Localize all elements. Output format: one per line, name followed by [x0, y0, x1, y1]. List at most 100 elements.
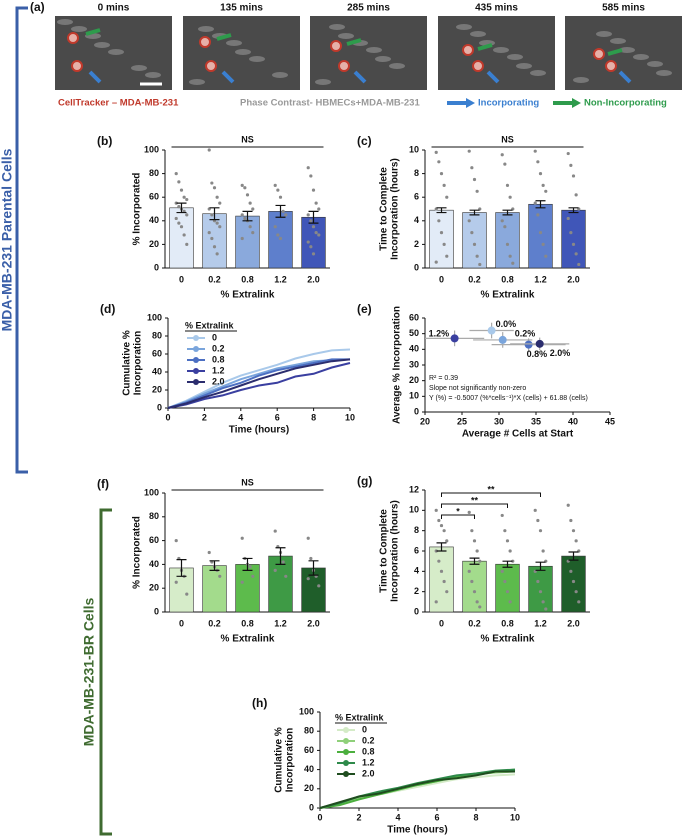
y-tick-label: 0 [154, 262, 159, 272]
data-point [574, 252, 578, 256]
data-point [536, 160, 540, 164]
bar [235, 215, 260, 269]
legend-label: 1.2 [212, 365, 225, 375]
x-tick-label: 6 [275, 412, 280, 422]
data-point [445, 539, 449, 543]
legend-label: 0.8 [362, 746, 375, 756]
x-tick-label: 2.0 [567, 274, 580, 284]
data-point [278, 195, 283, 199]
series-line [319, 770, 515, 809]
cell [470, 31, 486, 37]
cell [596, 31, 612, 37]
error-bar [176, 202, 187, 214]
data-point [276, 233, 280, 237]
y-axis-label: Incorporation [285, 728, 296, 792]
x-tick-label: 0.2 [468, 274, 481, 284]
data-point [281, 560, 285, 564]
y-axis-label: Incorporation (hours) [390, 158, 401, 260]
data-point [472, 590, 477, 594]
legend-label: 2.0 [362, 768, 375, 778]
legend-swatch [343, 749, 349, 755]
legend-label: 2.0 [212, 376, 225, 386]
data-point [248, 565, 252, 569]
red-cell [330, 40, 342, 52]
data-point [210, 236, 214, 241]
annotation: Slope not significantly non-zero [429, 385, 526, 392]
ns-label: NS [241, 134, 254, 144]
legend-swatch [343, 760, 349, 766]
y-tick-label: 0 [157, 402, 162, 412]
legend-label: 0 [362, 724, 367, 734]
arrow [477, 43, 493, 51]
data-point [475, 600, 479, 604]
panel-letter: (e) [357, 302, 372, 316]
error-bar [568, 207, 579, 214]
arrow [353, 70, 367, 84]
data-point [185, 197, 189, 202]
x-tick-label: 1.2 [274, 274, 287, 284]
y-tick-label: 80 [304, 726, 314, 736]
error-bar [436, 207, 447, 214]
data-point [536, 518, 540, 523]
significance-bracket [441, 514, 475, 519]
bar [462, 560, 487, 613]
data-point [240, 213, 244, 217]
error-bar [275, 204, 286, 218]
red-cell [338, 60, 350, 72]
data-point [467, 219, 471, 223]
data-point [574, 193, 578, 197]
annotation: R² = 0.39 [429, 375, 458, 382]
y-axis-label: % Incorporated [132, 173, 143, 246]
x-tick-label: 0.8 [241, 274, 254, 284]
data-point [207, 148, 211, 152]
data-point [434, 260, 438, 264]
legend-label: 0 [212, 332, 217, 342]
error-bar [502, 560, 513, 568]
data-point [174, 201, 178, 205]
cell [647, 61, 663, 67]
y-axis-label: % Incorporated [132, 516, 143, 589]
data-point [311, 252, 316, 256]
data-point [544, 254, 548, 258]
data-point [503, 162, 507, 166]
data-point [248, 225, 252, 229]
data-point [251, 207, 255, 211]
error-bar [308, 210, 319, 224]
cell [375, 56, 391, 62]
cell [329, 24, 345, 30]
side-label: MDA-MB-231 Parental Cells [0, 148, 15, 331]
data-point [445, 590, 449, 594]
x-axis-label: Time (hours) [229, 425, 289, 436]
data-point [544, 607, 548, 611]
error-bar [308, 560, 319, 576]
data-point [437, 559, 441, 563]
y-tick-label: 12 [409, 484, 419, 494]
data-point [536, 213, 540, 217]
data-point [500, 569, 504, 573]
data-point [505, 242, 510, 246]
data-point [317, 584, 321, 588]
y-tick-label: 8 [414, 168, 419, 178]
x-tick-label: 2.0 [307, 274, 320, 284]
bar [495, 563, 520, 613]
x-axis-label: Average # Cells at Start [462, 429, 574, 440]
data-point [218, 574, 222, 578]
point-label: 2.0% [550, 348, 571, 358]
time-label: 285 mins [347, 3, 390, 14]
x-axis-label: % Extralink [481, 634, 535, 645]
data-point [478, 262, 482, 267]
cell [315, 79, 331, 85]
data-point [284, 213, 288, 217]
data-point [533, 508, 537, 512]
x-tick-label: 2.0 [307, 618, 320, 628]
legend-swatch [193, 379, 199, 385]
y-tick-label: 10 [409, 505, 419, 515]
data-point [533, 201, 537, 205]
y-tick-label: 80 [152, 330, 162, 340]
data-point [306, 536, 310, 540]
y-tick-label: 60 [149, 535, 159, 545]
cell [366, 47, 382, 53]
cell [573, 77, 589, 83]
data-point [566, 503, 570, 507]
y-tick-label: 2 [414, 239, 419, 249]
